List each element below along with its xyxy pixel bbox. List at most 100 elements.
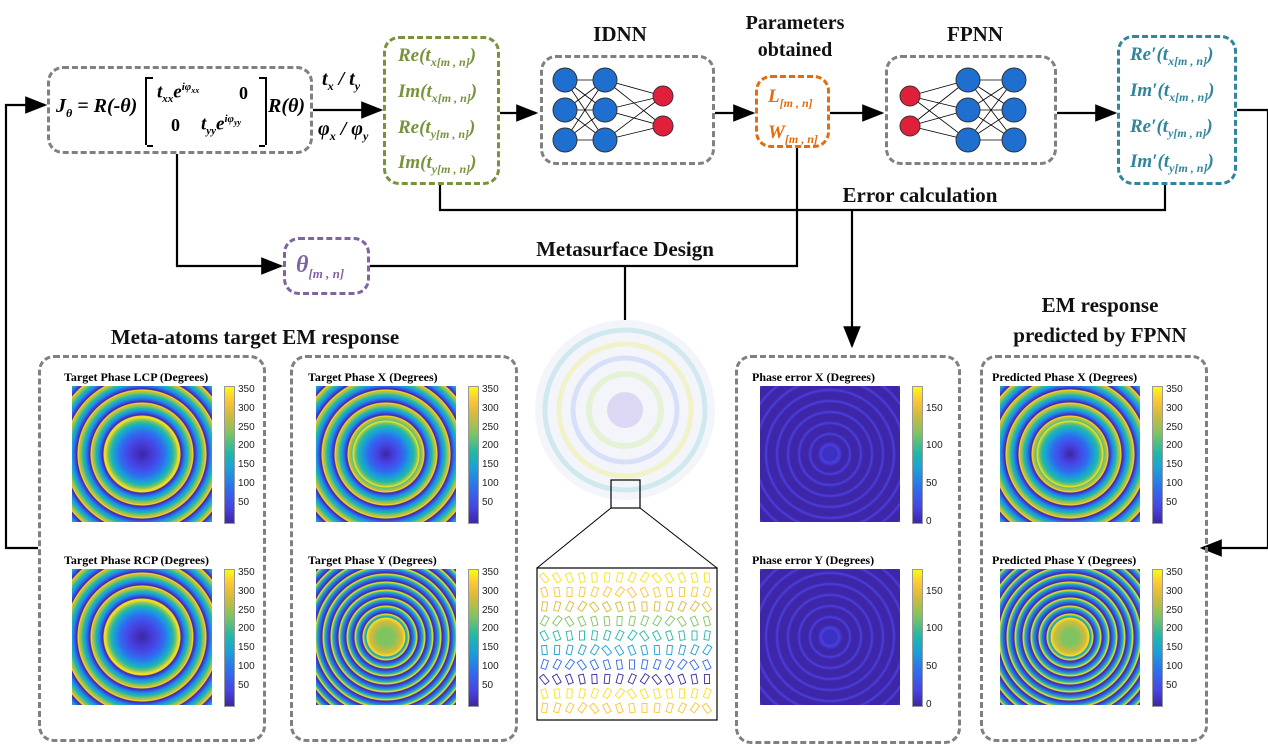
meta-atom-cell [577, 572, 586, 584]
meta-atom-cell [689, 659, 700, 671]
meta-atom-cell [588, 702, 600, 715]
meta-atom-cell [577, 644, 587, 656]
meta-atom-cell [651, 630, 662, 642]
phase-map-image [1000, 569, 1140, 705]
colorbar-tick: 200 [238, 440, 255, 452]
target-item: Re(ty[m , n]) [398, 116, 476, 141]
colorbar-tick: 100 [1166, 661, 1183, 673]
meta-atom-cell [628, 615, 637, 627]
colorbar-tick: 300 [1166, 585, 1183, 597]
neuron [1001, 97, 1027, 123]
neuron [552, 67, 578, 93]
meta-atom-cell [664, 615, 676, 627]
colorbar [468, 386, 479, 524]
colorbar-tick: 50 [1166, 680, 1178, 692]
meta-atom-cell [702, 586, 712, 598]
jones-equation: Jθ = R(-θ) [56, 95, 138, 120]
meta-atom-cell [640, 615, 650, 627]
meta-atom-cell [702, 644, 713, 656]
error-calculation-label: Error calculation [842, 183, 998, 207]
meta-atom-cell [641, 703, 648, 714]
colorbar-tick: 150 [238, 459, 255, 471]
matrix-m21: 0 [171, 115, 180, 135]
meta-atoms-title: Meta-atoms target EM response [110, 325, 400, 349]
colorbar-tick: 50 [1166, 497, 1178, 509]
meta-atom-cell [539, 615, 550, 627]
meta-atom-cell [627, 571, 637, 584]
meta-atom-cell [601, 702, 612, 715]
meta-atom-cell [564, 658, 576, 671]
plot-title: Predicted Phase Y (Degrees) [992, 553, 1137, 567]
predicted-item: Im′(tx[m , n]) [1130, 79, 1215, 104]
meta-atom-cell [589, 659, 600, 671]
meta-atom-cell [552, 702, 562, 714]
colorbar-tick: 0 [926, 699, 932, 710]
meta-atom-cell [591, 673, 598, 685]
phase-map-image [72, 569, 212, 705]
predicted-response-box: Re′(tx[m , n]) Im′(tx[m , n]) Re′(ty[m ,… [1117, 35, 1237, 185]
colorbar-tick: 350 [482, 566, 499, 578]
colorbar-tick: 150 [1166, 642, 1183, 654]
fpnn-title: FPNN [947, 22, 1003, 46]
meta-atom-cell [565, 644, 574, 656]
phase-map-image [760, 386, 900, 522]
colorbar-tick: 50 [238, 680, 250, 692]
arrow-to-predicted-plots [1199, 108, 1268, 557]
colorbar-tick: 50 [926, 661, 938, 673]
meta-atom-cell [665, 600, 674, 612]
colorbar-tick: 50 [482, 497, 494, 509]
fpnn-network-icon [899, 67, 1027, 153]
neuron [552, 97, 578, 123]
colorbar [1152, 386, 1163, 524]
meta-atom-cell [601, 644, 613, 657]
colorbar-tick: 300 [1166, 402, 1183, 414]
meta-atom-cell [552, 615, 563, 627]
colorbar-tick: 100 [238, 661, 255, 673]
meta-atom-cell [703, 673, 711, 685]
meta-atom-cell [627, 629, 638, 642]
meta-atom-cell [678, 586, 686, 598]
meta-atom-cell [703, 572, 711, 583]
meta-atom-cell [577, 702, 588, 714]
meta-atom-cell [678, 644, 687, 656]
meta-atom-cell [665, 688, 673, 699]
meta-atom-cell [677, 658, 688, 671]
colorbar-tick: 100 [482, 478, 499, 490]
colorbar-tick: 150 [482, 642, 499, 654]
colorbar [912, 386, 923, 524]
label-t-ratio: tx / ty [322, 68, 361, 93]
meta-atom-cell [653, 644, 661, 656]
design-line [370, 148, 799, 268]
meta-atom-cell [677, 600, 688, 613]
idnn-title: IDNN [593, 22, 647, 46]
colorbar-tick: 100 [1166, 478, 1183, 490]
colorbar-tick: 350 [238, 566, 255, 578]
meta-atom-cell [614, 601, 624, 613]
theta-box: θ[m , n] [283, 237, 370, 295]
neuron [552, 127, 578, 153]
meta-atom-cell [702, 687, 712, 700]
meta-atom-cell [590, 586, 600, 598]
neuron [652, 115, 674, 137]
meta-atom-cell [552, 658, 563, 671]
colorbar-tick: 50 [482, 680, 494, 692]
error-line [438, 185, 1167, 212]
colorbar-tick: 150 [238, 642, 255, 654]
colorbar-tick: 250 [482, 604, 499, 616]
meta-atom-cell [651, 572, 663, 584]
meta-atom-cell [640, 659, 649, 670]
meta-atom-cell [614, 702, 624, 714]
phase-map-image [316, 386, 456, 522]
colorbar-tick: 100 [926, 623, 943, 635]
colorbar-tick: 200 [482, 623, 499, 635]
colorbar-tick: 250 [1166, 421, 1183, 433]
colorbar [224, 569, 235, 707]
meta-atom-cell [627, 673, 637, 685]
feedback-arrow [4, 96, 48, 550]
params-title: Parameters obtained [745, 12, 845, 61]
meta-atom-cell [566, 586, 573, 597]
meta-atom-cell [602, 659, 612, 671]
neuron [1001, 67, 1027, 93]
colorbar-tick: 200 [482, 440, 499, 452]
